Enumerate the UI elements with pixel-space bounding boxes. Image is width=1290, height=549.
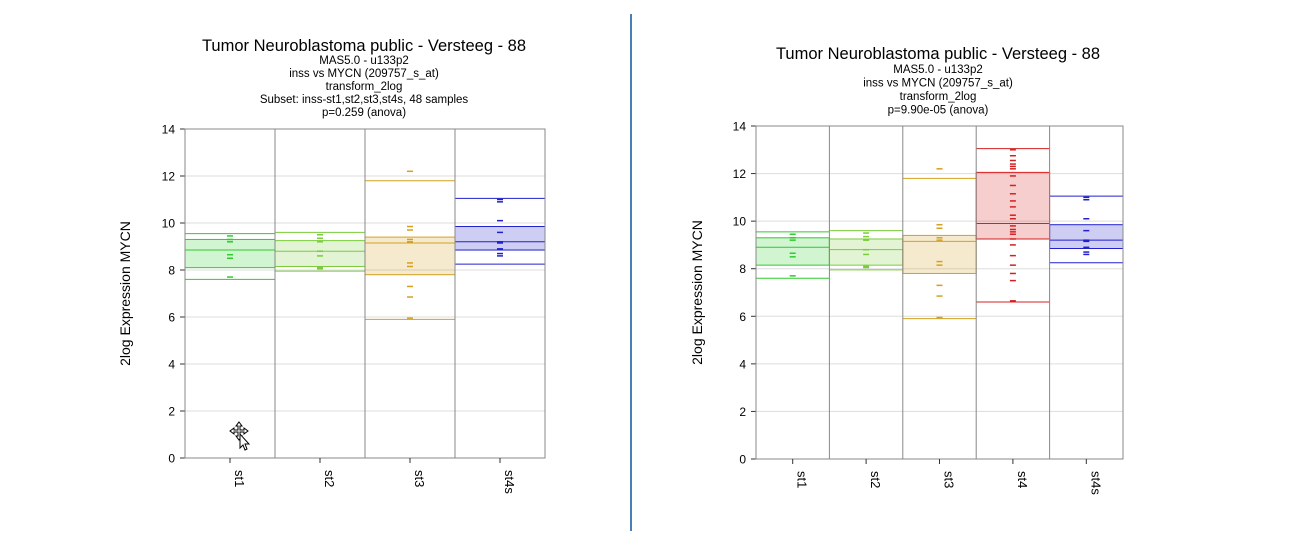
plot-frame	[184, 128, 546, 459]
chart-title: Tumor Neuroblastoma public - Versteeg - …	[202, 37, 526, 55]
y-tick-label: 8	[739, 262, 746, 276]
y-axis-label: 2log Expression MYCN	[117, 221, 133, 366]
move-cursor-icon	[229, 421, 253, 456]
y-tick-label: 0	[739, 453, 746, 467]
y-tick-label: 2	[739, 405, 746, 419]
y-axis-label: 2log Expression MYCN	[689, 220, 705, 365]
chart-panel-right: Tumor Neuroblastoma public - Versteeg - …	[632, 0, 1290, 549]
chart-subtitle-line: inss vs MYCN (209757_s_at)	[863, 78, 1013, 90]
y-tick-label: 6	[168, 311, 175, 325]
box-group-st2	[828, 230, 904, 271]
box-group-st4s	[454, 197, 546, 265]
chart-subtitle-line: p=9.90e-05 (anova)	[888, 105, 989, 117]
x-tick-label: st2	[322, 470, 337, 487]
box-iqr	[454, 226, 546, 251]
boxplot-chart-left: Tumor Neuroblastoma public - Versteeg - …	[117, 37, 546, 494]
box-group-st3	[902, 168, 977, 320]
boxplot-chart-right: Tumor Neuroblastoma public - Versteeg - …	[689, 45, 1124, 495]
panel-divider	[630, 14, 632, 531]
chart-subtitle-line: MAS5.0 - u133p2	[319, 55, 409, 67]
box-iqr	[184, 238, 276, 269]
chart-subtitle-line: MAS5.0 - u133p2	[893, 64, 983, 76]
chart-subtitle-line: Subset: inss-st1,st2,st3,st4s, 48 sample…	[260, 94, 469, 106]
plot-frame	[755, 125, 1124, 460]
x-tick-label: st4s	[1088, 471, 1103, 495]
y-tick-label: 14	[733, 120, 747, 134]
box-group-st1	[184, 233, 276, 280]
y-tick-label: 12	[733, 167, 747, 181]
box-group-st2	[274, 231, 366, 272]
box-iqr	[755, 237, 830, 266]
chart-subtitle-line: p=0.259 (anova)	[322, 107, 406, 119]
box-iqr	[1049, 224, 1124, 249]
y-tick-label: 2	[168, 405, 175, 419]
box-iqr	[274, 240, 366, 267]
y-tick-label: 12	[162, 170, 176, 184]
y-tick-label: 4	[739, 357, 746, 371]
box-group-st3	[364, 170, 456, 320]
chart-subtitle-line: transform_2log	[900, 91, 977, 103]
chart-panel-left: Tumor Neuroblastoma public - Versteeg - …	[0, 0, 630, 549]
chart-subtitle-line: transform_2log	[326, 81, 403, 93]
x-tick-label: st3	[412, 470, 427, 487]
x-tick-label: st1	[232, 470, 247, 487]
y-tick-label: 10	[162, 217, 176, 231]
x-tick-label: st2	[868, 471, 883, 488]
y-tick-label: 10	[733, 215, 747, 229]
y-tick-label: 6	[739, 310, 746, 324]
y-tick-label: 4	[168, 358, 175, 372]
chart-title: Tumor Neuroblastoma public - Versteeg - …	[776, 45, 1100, 63]
box-group-st4	[975, 148, 1051, 303]
box-iqr	[828, 238, 904, 266]
box-iqr	[975, 171, 1051, 240]
y-tick-label: 0	[168, 452, 175, 466]
x-tick-label: st4s	[502, 470, 517, 494]
x-tick-label: st3	[942, 471, 957, 488]
x-tick-label: st1	[795, 471, 810, 488]
y-tick-label: 14	[162, 123, 176, 137]
box-group-st4s	[1049, 195, 1124, 264]
x-tick-label: st4	[1015, 471, 1030, 488]
y-tick-label: 8	[168, 264, 175, 278]
box-group-st1	[755, 231, 830, 279]
chart-subtitle-line: inss vs MYCN (209757_s_at)	[289, 68, 439, 80]
